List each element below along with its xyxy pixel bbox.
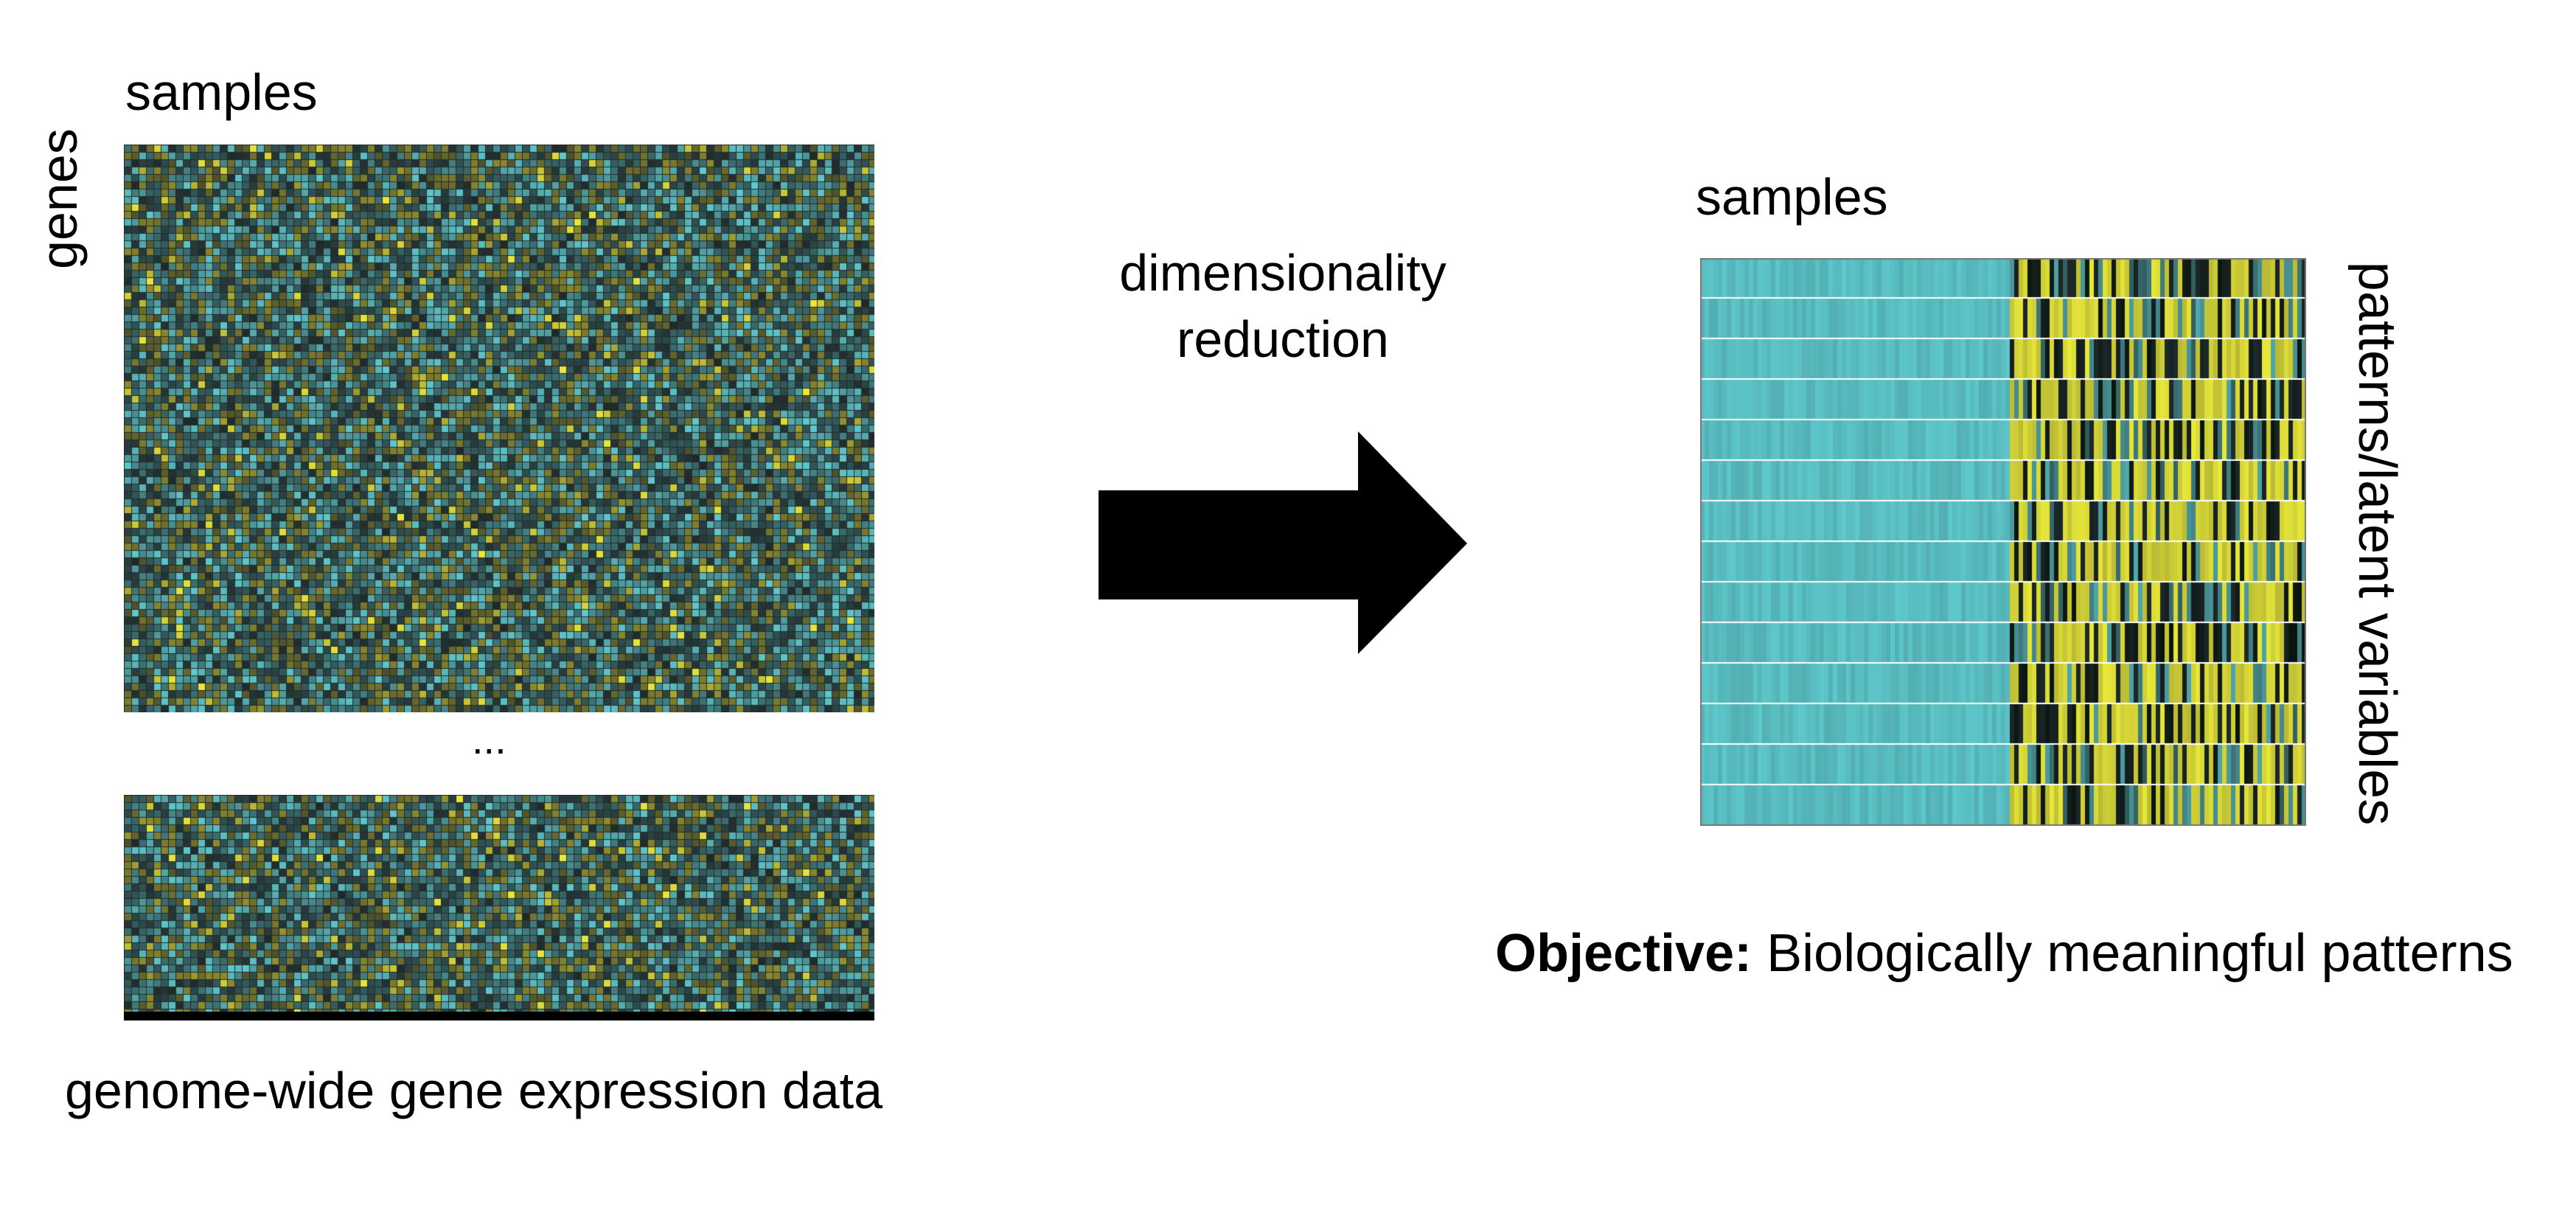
left-samples-label: samples (125, 63, 318, 121)
gene-expression-heatmap-bottom (124, 795, 874, 1016)
objective-text: Objective: Biologically meaningful patte… (1495, 927, 2513, 980)
left-caption: genome-wide gene expression data (65, 1062, 883, 1119)
arrow-label-line2: reduction (1177, 310, 1389, 368)
objective-bold: Objective: (1495, 924, 1752, 983)
objective-description: Biologically meaningful patterns (1752, 924, 2513, 983)
heatmap-bottom-bar (124, 1012, 874, 1020)
arrow-label-line1: dimensionality (1119, 244, 1447, 302)
latent-patterns-heatmap (1700, 258, 2306, 826)
right-samples-label: samples (1696, 168, 1888, 226)
genes-label: genes (30, 128, 88, 269)
gene-expression-heatmap-top (124, 145, 874, 712)
arrow-label: dimensionality reduction (1062, 240, 1504, 372)
right-arrow-icon (1099, 431, 1467, 654)
ellipsis: ... (472, 716, 507, 762)
patterns-latent-variables-label: patterns/latent variables (2347, 261, 2406, 826)
